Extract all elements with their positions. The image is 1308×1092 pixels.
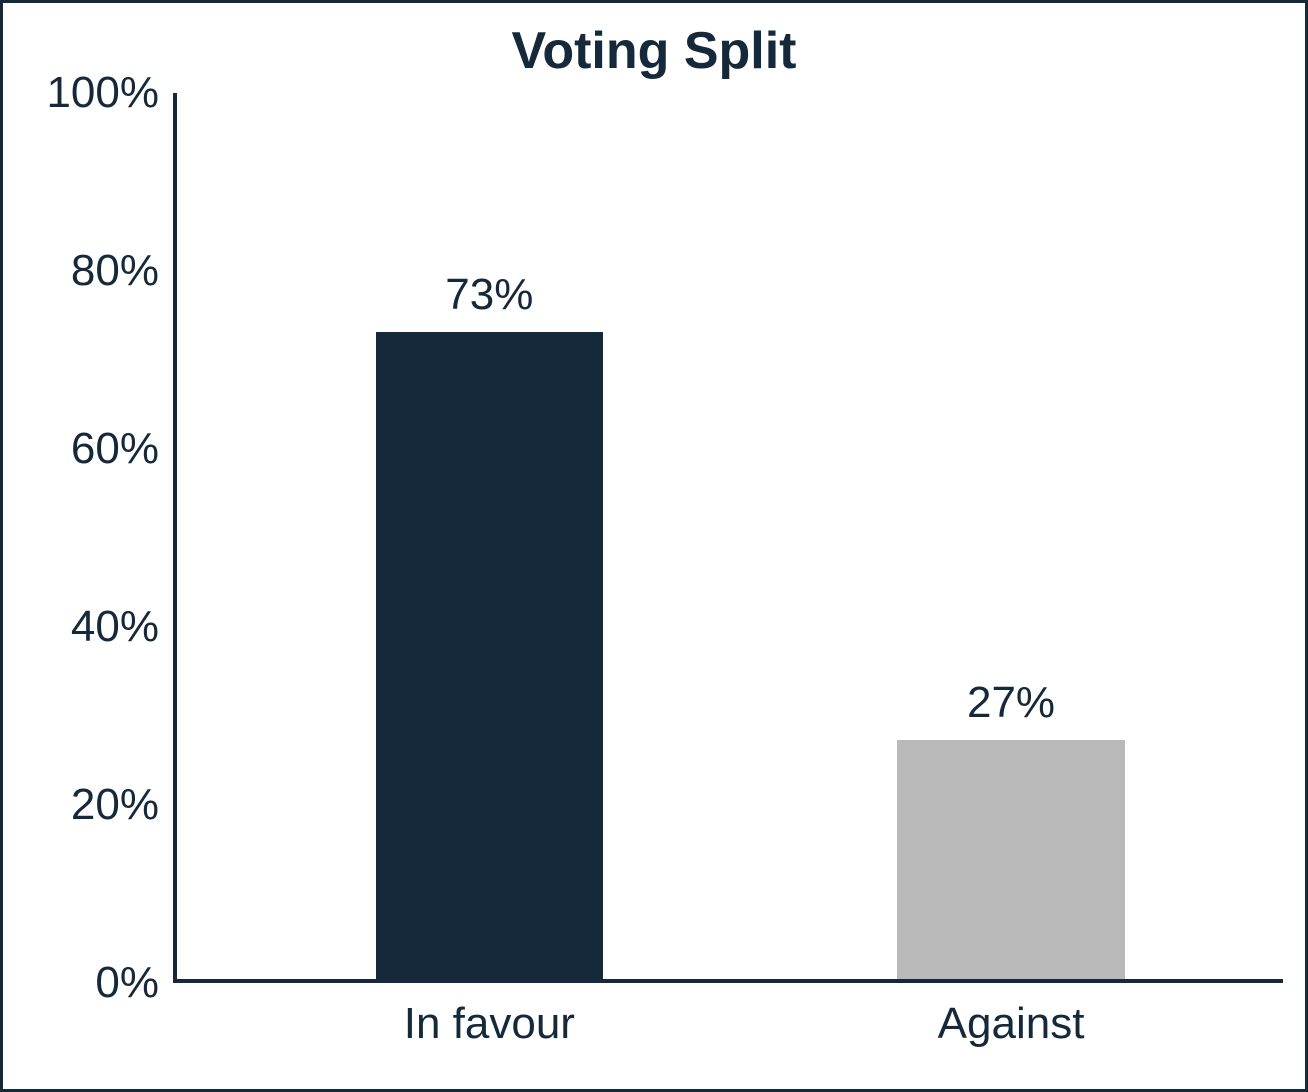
x-axis: [173, 979, 1283, 983]
y-axis: [173, 93, 177, 983]
bar-value-label: 73%: [445, 270, 533, 332]
y-tick-label: 0%: [95, 958, 173, 1008]
x-category-label: Against: [938, 983, 1085, 1049]
bar: 73%: [376, 332, 604, 979]
y-tick-label: 80%: [71, 246, 173, 296]
bar-value-label: 27%: [967, 678, 1055, 740]
plot-area: 0%20%40%60%80%100%73%In favour27%Against: [173, 93, 1283, 983]
chart-title: Voting Split: [3, 21, 1305, 81]
x-category-label: In favour: [404, 983, 575, 1049]
y-tick-label: 20%: [71, 780, 173, 830]
y-tick-label: 60%: [71, 424, 173, 474]
bar-chart: Voting Split 0%20%40%60%80%100%73%In fav…: [0, 0, 1308, 1092]
y-tick-label: 100%: [46, 68, 173, 118]
bar: 27%: [897, 740, 1125, 979]
y-tick-label: 40%: [71, 602, 173, 652]
